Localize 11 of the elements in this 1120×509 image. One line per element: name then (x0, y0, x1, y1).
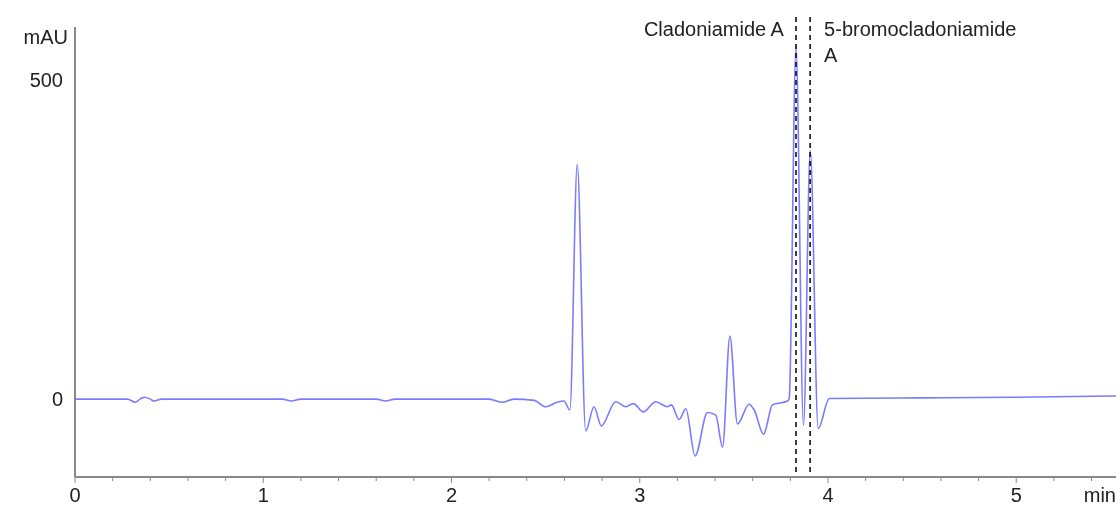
x-tick-label: 1 (257, 484, 269, 506)
y-axis-title: mAU (23, 26, 68, 48)
x-tick-label: 5 (1010, 484, 1022, 506)
ref-line-label: 5-bromocladoniamide A (824, 18, 1017, 66)
x-axis-title: min (1083, 484, 1116, 506)
y-tick-label: 500 (29, 68, 63, 91)
x-tick-label: 0 (69, 484, 81, 506)
x-tick-label: 3 (634, 484, 646, 506)
x-tick-label: 2 (445, 484, 458, 506)
x-tick-label: 4 (822, 484, 834, 506)
ref-line-label: Cladoniamide A (643, 18, 785, 40)
